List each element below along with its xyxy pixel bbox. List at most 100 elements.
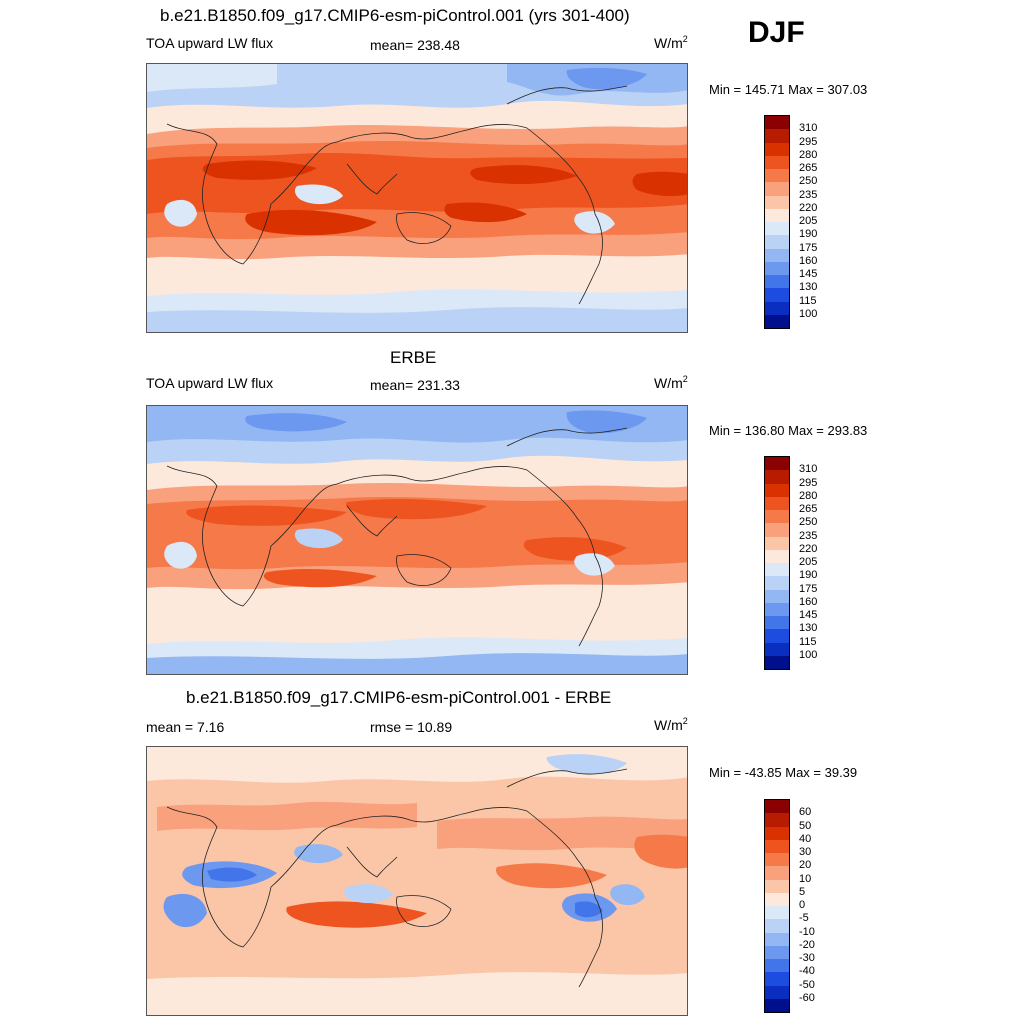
colorbar-swatch bbox=[765, 866, 789, 880]
colorbar-tick-label: 205 bbox=[799, 556, 818, 568]
colorbar-tick-label: 250 bbox=[799, 175, 818, 188]
colorbar-tick-label: 265 bbox=[799, 162, 818, 174]
colorbar-swatch bbox=[765, 959, 789, 973]
colorbar-swatch bbox=[765, 470, 789, 484]
colorbar-swatch bbox=[765, 483, 789, 497]
colorbar-swatch bbox=[765, 972, 789, 986]
colorbar-tick-label: 220 bbox=[799, 201, 818, 214]
colorbar-tick-label: -60 bbox=[799, 991, 815, 1004]
colorbar-swatch bbox=[765, 945, 789, 959]
colorbar-swatch bbox=[765, 248, 789, 262]
colorbar-tick-label: 310 bbox=[799, 122, 818, 135]
colorbar-swatch bbox=[765, 288, 789, 302]
panel2-units: W/m2 bbox=[654, 374, 688, 391]
colorbar-swatch bbox=[765, 576, 789, 590]
colorbar-tick-label: 130 bbox=[799, 622, 818, 635]
colorbar-tick-label: 175 bbox=[799, 582, 818, 595]
panel1-mean-label: mean= 238.48 bbox=[370, 37, 460, 53]
colorbar-swatch bbox=[765, 182, 789, 196]
colorbar-tick-label: 295 bbox=[799, 135, 818, 148]
colorbar-swatch bbox=[765, 563, 789, 577]
colorbar-swatch bbox=[765, 906, 789, 920]
panel3-rmse-label: rmse = 10.89 bbox=[370, 719, 453, 735]
colorbar-swatch bbox=[765, 169, 789, 183]
colorbar-swatch bbox=[765, 457, 789, 471]
colorbar-swatch bbox=[765, 932, 789, 946]
colorbar-tick-label: 60 bbox=[799, 806, 812, 819]
panel2-colorbar bbox=[764, 456, 790, 670]
panel3-units: W/m2 bbox=[654, 716, 688, 733]
colorbar-swatch bbox=[765, 602, 789, 616]
colorbar-tick-label: 280 bbox=[799, 489, 818, 502]
colorbar-swatch bbox=[765, 919, 789, 933]
colorbar-tick-label: 175 bbox=[799, 241, 818, 254]
colorbar-tick-label: 160 bbox=[799, 595, 818, 608]
colorbar-swatch bbox=[765, 314, 789, 328]
panel1-contour-field bbox=[147, 64, 687, 332]
colorbar-swatch bbox=[765, 116, 789, 130]
colorbar-tick-label: 250 bbox=[799, 516, 818, 529]
colorbar-tick-label: 295 bbox=[799, 476, 818, 489]
colorbar-tick-label: 10 bbox=[799, 872, 812, 885]
colorbar-tick-label: 145 bbox=[799, 268, 818, 280]
colorbar-swatch bbox=[765, 142, 789, 156]
colorbar-tick-label: 5 bbox=[799, 885, 806, 898]
panel3-title: b.e21.B1850.f09_g17.CMIP6-esm-piControl.… bbox=[186, 688, 612, 707]
panel2-contour-field bbox=[147, 406, 687, 674]
panel1-units: W/m2 bbox=[654, 34, 688, 51]
colorbar-tick-label: -30 bbox=[799, 952, 815, 964]
panel3-contour-field bbox=[147, 747, 687, 1015]
colorbar-tick-label: 265 bbox=[799, 503, 818, 515]
colorbar-tick-label: 280 bbox=[799, 148, 818, 161]
colorbar-swatch bbox=[765, 222, 789, 236]
panel1-variable-label: TOA upward LW flux bbox=[146, 35, 274, 51]
colorbar-swatch bbox=[765, 129, 789, 143]
colorbar-swatch bbox=[765, 155, 789, 169]
colorbar-tick-label: -50 bbox=[799, 978, 815, 991]
colorbar-tick-label: 50 bbox=[799, 819, 812, 832]
panel1-minmax: Min = 145.71 Max = 307.03 bbox=[709, 82, 868, 97]
colorbar-tick-label: 205 bbox=[799, 215, 818, 227]
colorbar-tick-label: 115 bbox=[799, 294, 817, 307]
colorbar-swatch bbox=[765, 510, 789, 524]
colorbar-tick-label: -10 bbox=[799, 925, 815, 938]
panel2-title: ERBE bbox=[390, 348, 437, 367]
season-label: DJF bbox=[748, 16, 805, 49]
panel3-mean-label: mean = 7.16 bbox=[146, 719, 225, 735]
colorbar-swatch bbox=[765, 261, 789, 275]
colorbar-tick-label: 115 bbox=[799, 635, 817, 648]
colorbar-swatch bbox=[765, 853, 789, 867]
colorbar-tick-label: 30 bbox=[799, 846, 812, 858]
colorbar-tick-label: 190 bbox=[799, 228, 818, 241]
colorbar-tick-label: 145 bbox=[799, 609, 818, 621]
panel2-map bbox=[146, 405, 688, 675]
colorbar-tick-label: -20 bbox=[799, 938, 815, 951]
colorbar-tick-label: 100 bbox=[799, 307, 818, 320]
colorbar-tick-label: 0 bbox=[799, 899, 806, 911]
colorbar-tick-label: -5 bbox=[799, 912, 809, 925]
colorbar-swatch bbox=[765, 839, 789, 853]
colorbar-swatch bbox=[765, 195, 789, 209]
colorbar-swatch bbox=[765, 998, 789, 1012]
colorbar-tick-label: 220 bbox=[799, 542, 818, 555]
colorbar-swatch bbox=[765, 301, 789, 315]
colorbar-tick-label: 310 bbox=[799, 463, 818, 476]
colorbar-swatch bbox=[765, 879, 789, 893]
colorbar-tick-label: 235 bbox=[799, 529, 818, 542]
colorbar-tick-label: 20 bbox=[799, 859, 812, 872]
panel1-colorbar bbox=[764, 115, 790, 329]
colorbar-swatch bbox=[765, 892, 789, 906]
colorbar-swatch bbox=[765, 523, 789, 537]
colorbar-swatch bbox=[765, 235, 789, 249]
colorbar-swatch bbox=[765, 800, 789, 814]
colorbar-swatch bbox=[765, 275, 789, 289]
colorbar-swatch bbox=[765, 589, 789, 603]
colorbar-tick-label: 235 bbox=[799, 188, 818, 201]
colorbar-swatch bbox=[765, 826, 789, 840]
colorbar-tick-label: 40 bbox=[799, 832, 812, 845]
colorbar-swatch bbox=[765, 536, 789, 550]
colorbar-tick-label: -40 bbox=[799, 965, 815, 978]
colorbar-tick-label: 100 bbox=[799, 648, 818, 661]
colorbar-swatch bbox=[765, 549, 789, 563]
panel2-minmax: Min = 136.80 Max = 293.83 bbox=[709, 423, 868, 438]
